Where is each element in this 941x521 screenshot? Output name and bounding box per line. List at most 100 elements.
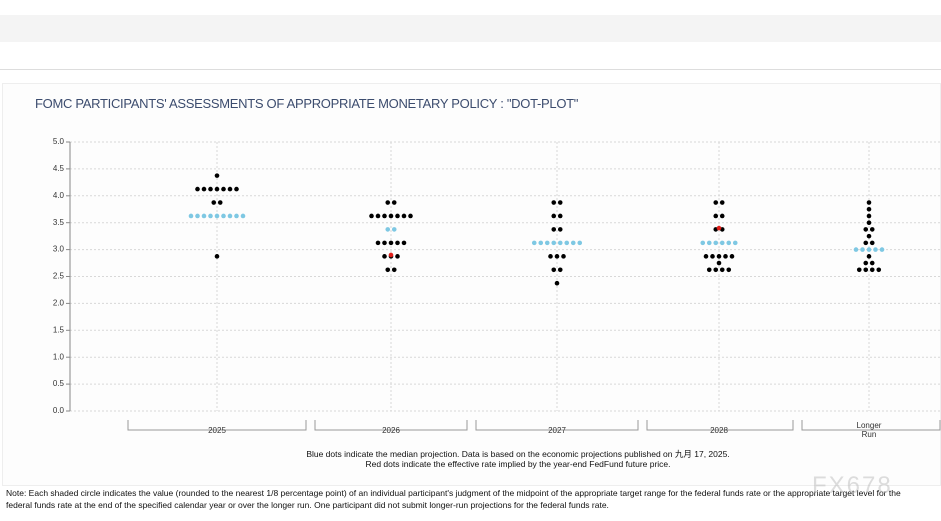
dot	[723, 254, 728, 259]
dot	[227, 213, 233, 219]
y-tick-label: 3.5	[53, 218, 65, 227]
note: Blue dots indicate the median projection…	[306, 449, 730, 459]
top-bar	[0, 15, 941, 42]
dot	[408, 213, 413, 219]
dot	[869, 267, 875, 273]
dot	[388, 213, 394, 219]
dot	[227, 186, 233, 192]
x-tick-label: Longer Run	[856, 421, 882, 439]
dot	[395, 240, 400, 246]
dot	[551, 200, 557, 205]
dot	[382, 240, 387, 246]
dot	[866, 247, 872, 252]
dot	[853, 247, 859, 252]
category-bracket	[314, 420, 468, 431]
y-tick-label: 5.0	[53, 137, 65, 146]
dot	[388, 252, 394, 258]
dot	[548, 254, 553, 259]
dot	[188, 213, 194, 219]
dot	[866, 206, 872, 212]
dot	[564, 240, 570, 246]
dot	[869, 227, 875, 232]
dot	[554, 254, 560, 259]
dot	[395, 213, 400, 219]
dot	[710, 254, 715, 259]
dot	[385, 227, 391, 232]
dot	[214, 254, 220, 259]
y-tick-label: 2.5	[53, 272, 65, 281]
x-tick-label: 2027	[548, 426, 566, 435]
dot	[208, 213, 213, 219]
dot	[866, 220, 872, 225]
dot	[706, 240, 712, 246]
dot	[214, 213, 220, 219]
dot	[395, 254, 400, 259]
dot	[863, 260, 869, 266]
dot	[221, 186, 226, 192]
dot	[554, 280, 560, 286]
dot	[214, 186, 220, 192]
dot	[391, 267, 397, 273]
dot	[700, 240, 706, 246]
dot	[570, 240, 576, 246]
dot	[719, 213, 725, 219]
category-bracket	[646, 420, 794, 431]
dot	[879, 247, 885, 252]
dot	[234, 186, 239, 192]
x-tick-label: 2025	[208, 426, 226, 435]
dot	[208, 186, 213, 192]
dot	[869, 240, 875, 246]
x-tick-label: 2028	[710, 426, 728, 435]
dot	[873, 247, 878, 252]
dot	[866, 200, 872, 205]
dot	[876, 267, 882, 273]
dot	[375, 240, 381, 246]
dot	[195, 213, 200, 219]
dot	[195, 186, 200, 192]
dot	[713, 240, 719, 246]
watermark: FX678	[812, 472, 893, 499]
dot	[557, 200, 563, 205]
footnote: Note: Each shaded circle indicates the v…	[6, 488, 901, 498]
dot	[557, 240, 563, 246]
dot	[369, 213, 374, 219]
dot	[214, 173, 220, 178]
dot	[551, 227, 557, 232]
dot	[863, 227, 869, 232]
y-tick-label: 4.5	[53, 164, 65, 173]
dot	[561, 254, 566, 259]
dot	[866, 213, 872, 219]
note: Red dots indicate the effective rate imp…	[365, 459, 671, 469]
dot	[201, 186, 207, 192]
dot	[719, 200, 725, 205]
dot	[388, 240, 394, 246]
dot	[869, 260, 875, 266]
dot	[557, 267, 563, 273]
dot	[551, 267, 557, 273]
chart-title: FOMC PARTICIPANTS' ASSESSMENTS OF APPROP…	[35, 96, 579, 111]
dot	[713, 213, 719, 219]
dot	[401, 240, 407, 246]
dot	[860, 247, 865, 252]
dot	[538, 240, 544, 246]
category-bracket	[475, 420, 639, 431]
dot	[719, 267, 725, 273]
footnote: federal funds rate at the end of the spe…	[6, 500, 609, 510]
dot	[211, 200, 217, 205]
dot	[863, 240, 869, 246]
y-tick-label: 1.0	[53, 352, 65, 361]
chart-panel	[2, 83, 941, 486]
dot	[201, 213, 207, 219]
category-bracket	[127, 420, 307, 431]
y-tick-label: 4.0	[53, 191, 65, 200]
dot	[866, 254, 872, 259]
dot	[713, 200, 719, 205]
dot	[726, 240, 732, 246]
dot	[551, 213, 557, 219]
y-tick-label: 3.0	[53, 245, 65, 254]
dot	[391, 200, 397, 205]
dot	[716, 260, 722, 266]
dot	[375, 213, 381, 219]
